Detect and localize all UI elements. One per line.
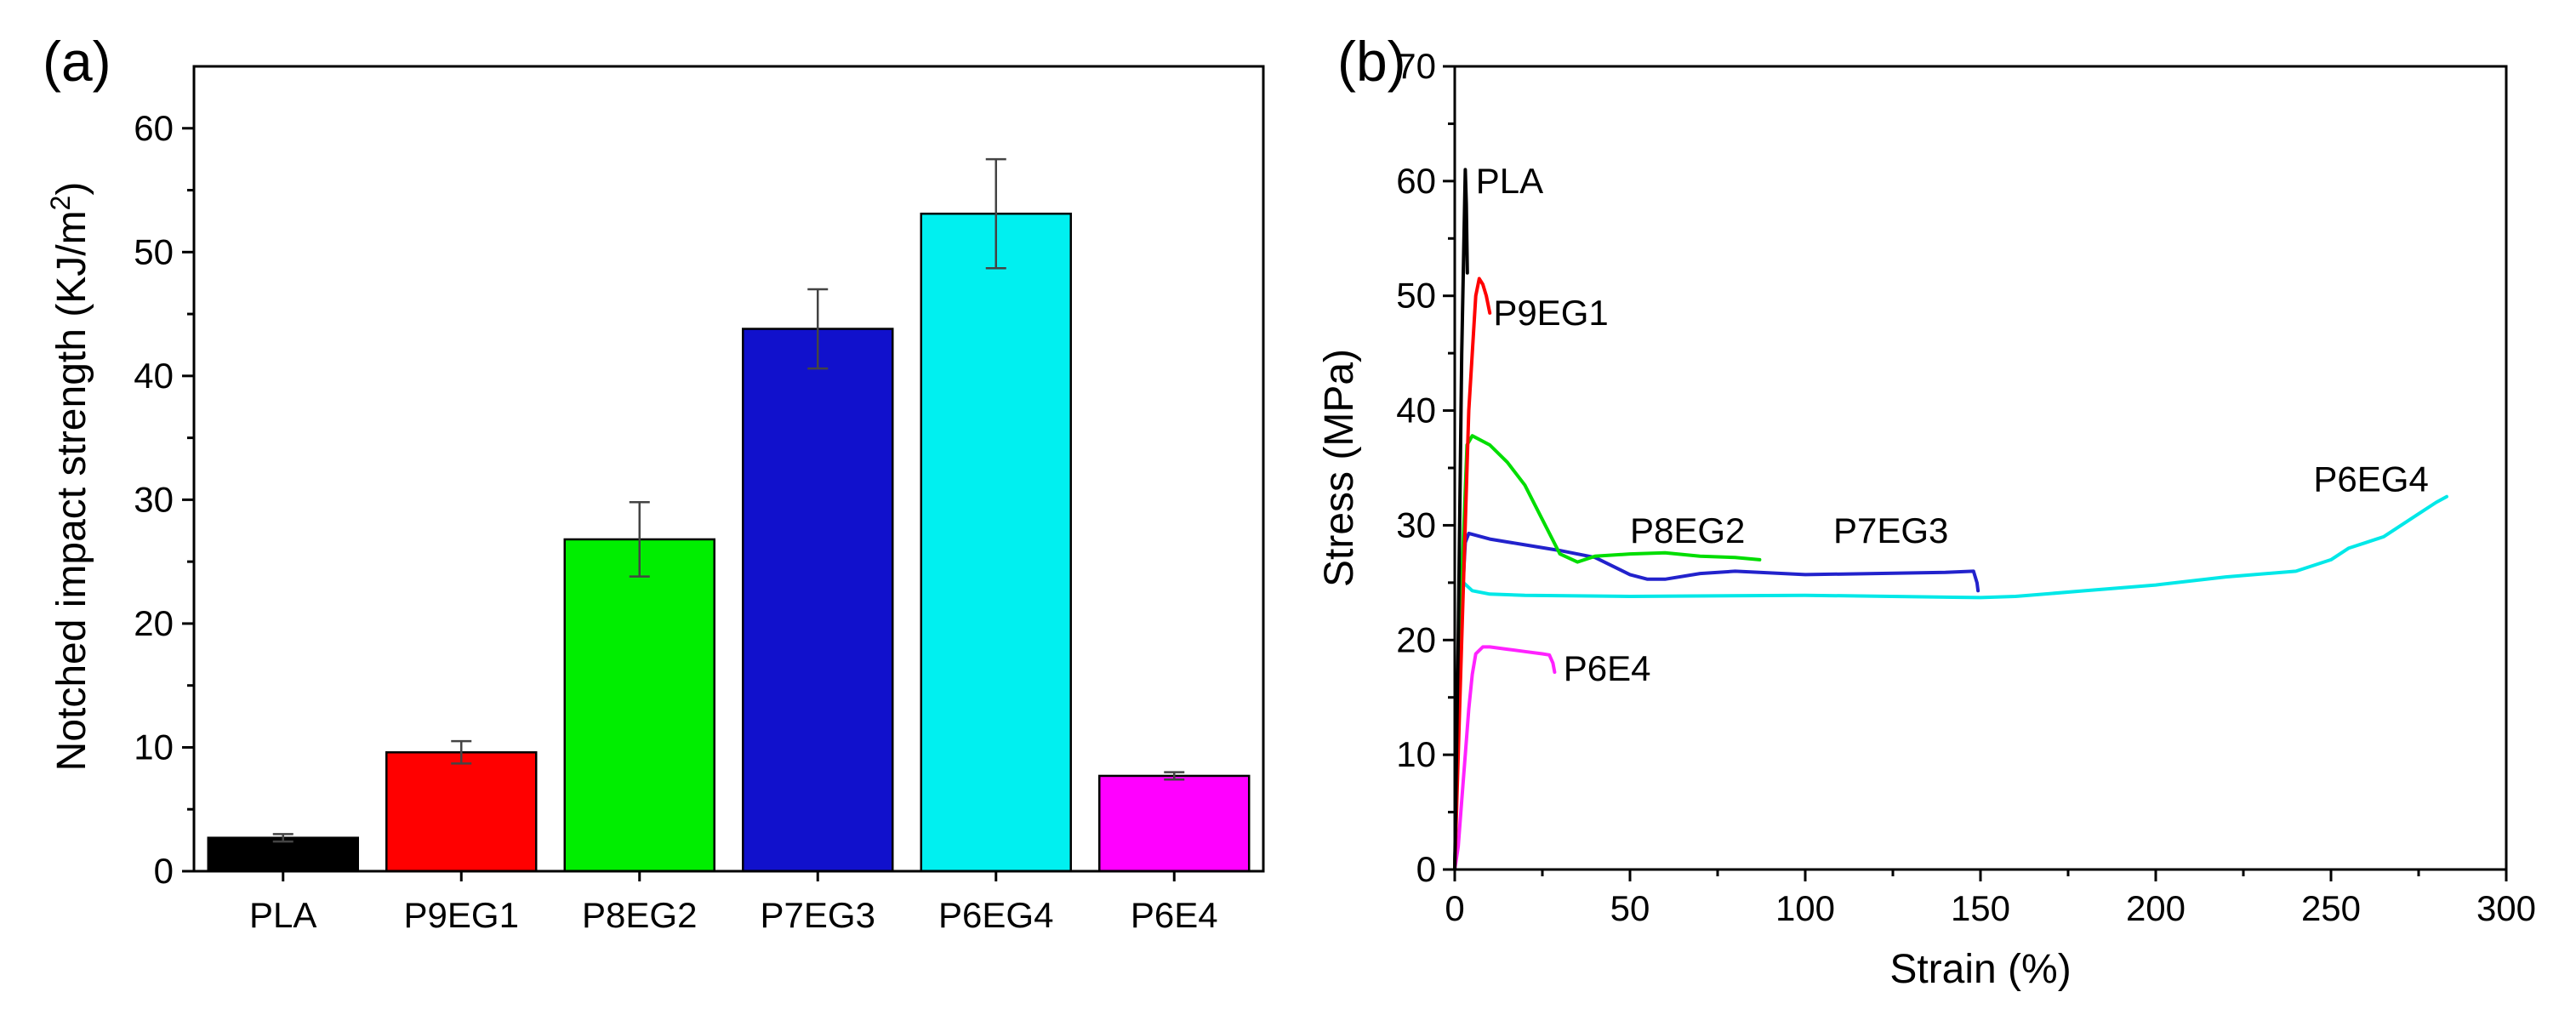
y-tick-label: 40 — [1396, 391, 1436, 430]
bar-p9eg1 — [385, 751, 538, 873]
x-tick-label: PLA — [249, 895, 316, 935]
y-tick-label: 50 — [1396, 276, 1436, 316]
curve-pla — [1453, 168, 1469, 871]
x-tick-label: 300 — [2476, 888, 2536, 928]
bar-chart-panel: (a) 0 10 20 30 40 50 60 PLA P9EG1 P8EG2 P7EG3 P6EG… — [43, 30, 1265, 935]
bar-p6eg4 — [920, 212, 1072, 873]
line-chart-panel: (b) 0 10 20 30 40 50 60 70 0 50 100 150 200 250 300 P… — [1317, 30, 2536, 992]
curve-label-p8eg2: P8EG2 — [1630, 510, 1745, 550]
x-tick-label: 250 — [2301, 888, 2361, 928]
y-tick-label: 0 — [154, 851, 174, 891]
bar-pla — [207, 836, 359, 873]
y-tick-label: 70 — [1396, 46, 1436, 86]
bar-p6e4 — [1098, 774, 1251, 873]
curve-labels: PLA P9EG1 P8EG2 P7EG3 P6EG4 P6E4 — [1476, 161, 2429, 688]
y-tick-label: 60 — [134, 108, 174, 148]
curve-p6e4 — [1453, 645, 1557, 871]
curve-label-p9eg1: P9EG1 — [1493, 293, 1608, 333]
curve-label-p7eg3: P7EG3 — [1833, 510, 1948, 550]
curve-p8eg2 — [1453, 434, 1762, 871]
y-axis-title-a: Notched impact strength (KJ/m2) — [45, 182, 94, 772]
y-tick-label: 0 — [1416, 849, 1436, 889]
y-tick-label: 50 — [134, 231, 174, 271]
stress-strain-curves — [1453, 168, 2448, 871]
y-tick-label: 10 — [134, 727, 174, 767]
x-tick-label: P6E4 — [1131, 895, 1218, 935]
x-tick-label: 0 — [1445, 888, 1464, 928]
y-tick-label: 20 — [134, 603, 174, 643]
curve-label-pla: PLA — [1476, 161, 1543, 201]
curve-label-p6eg4: P6EG4 — [2313, 459, 2428, 499]
y-tick-label: 40 — [134, 356, 174, 396]
y-axis-ticks-a: 0 10 20 30 40 50 60 — [134, 108, 194, 891]
y-tick-label: 60 — [1396, 161, 1436, 201]
y-tick-label: 20 — [1396, 619, 1436, 659]
y-axis-ticks-b: 0 10 20 30 40 50 60 70 — [1396, 46, 1455, 889]
curve-p9eg1 — [1453, 277, 1492, 871]
curve-p6eg4 — [1453, 494, 2448, 871]
x-axis-tick-labels-a: PLA P9EG1 P8EG2 P7EG3 P6EG4 P6E4 — [249, 871, 1218, 935]
y-tick-label: 10 — [1396, 734, 1436, 774]
curve-label-p6e4: P6E4 — [1564, 648, 1651, 688]
curve-p7eg3 — [1453, 531, 1980, 871]
x-tick-label: 150 — [1951, 888, 2010, 928]
error-bars — [272, 157, 1185, 843]
x-tick-label: 100 — [1775, 888, 1835, 928]
x-tick-label: 50 — [1610, 888, 1650, 928]
bar-p8eg2 — [563, 538, 715, 873]
y-axis-title-b: Stress (MPa) — [1317, 349, 1362, 587]
bar-series — [207, 212, 1251, 873]
y-tick-label: 30 — [134, 479, 174, 519]
plot-frame-a — [192, 65, 1265, 873]
x-tick-label: P9EG1 — [404, 895, 519, 935]
x-tick-label: P7EG3 — [761, 895, 875, 935]
y-tick-label: 30 — [1396, 505, 1436, 545]
x-tick-label: P8EG2 — [582, 895, 697, 935]
x-axis-title-b: Strain (%) — [1889, 947, 2071, 992]
panel-label-b: (b) — [1337, 30, 1406, 93]
x-tick-label: 200 — [2126, 888, 2186, 928]
x-tick-label: P6EG4 — [938, 895, 1053, 935]
panel-label-a: (a) — [43, 30, 111, 93]
bar-p7eg3 — [742, 328, 894, 873]
x-axis-ticks-b: 0 50 100 150 200 250 300 — [1445, 870, 2536, 928]
